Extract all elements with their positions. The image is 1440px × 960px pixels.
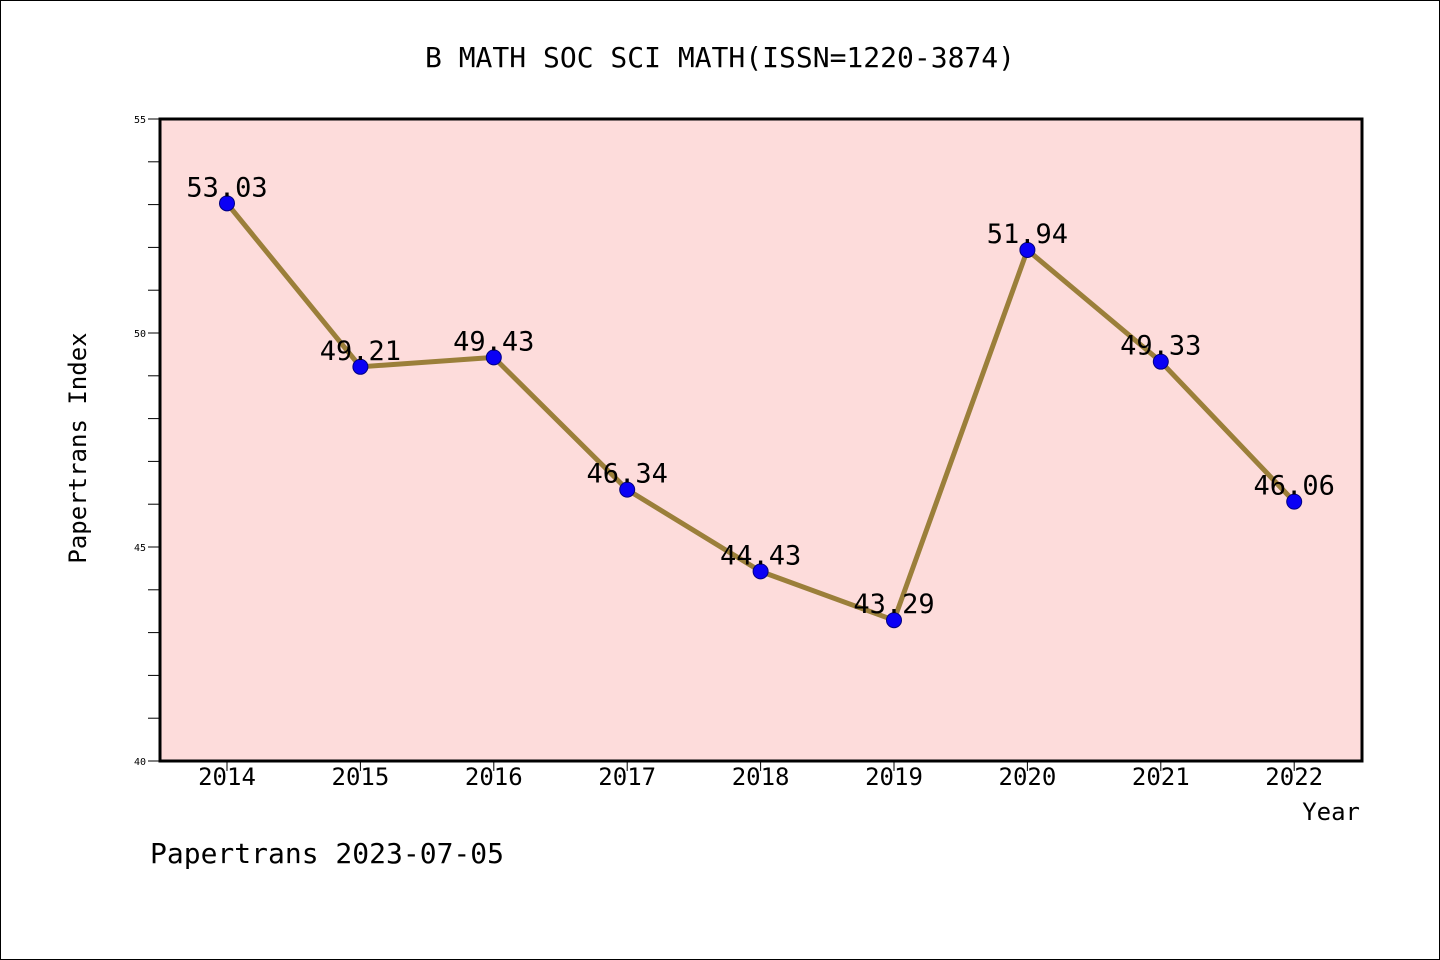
data-point xyxy=(1019,241,1036,258)
data-point xyxy=(352,358,369,375)
data-point xyxy=(752,563,769,580)
x-axis-label: Year xyxy=(1302,798,1360,826)
x-tick-label: 2021 xyxy=(1132,763,1190,791)
x-tick-label: 2020 xyxy=(999,763,1057,791)
data-point xyxy=(485,349,502,366)
data-label: 46.06 xyxy=(1254,471,1335,502)
plot-area xyxy=(158,117,1364,763)
data-point xyxy=(1286,493,1303,510)
y-tick-label: 50 xyxy=(134,329,146,340)
x-tick-label: 2019 xyxy=(865,763,923,791)
data-point xyxy=(219,195,235,212)
x-axis: 2014 2015 2016 2017 2018 2019 2020 2021 2022 xyxy=(198,762,1323,791)
footer-date: Papertrans 2023-07-05 xyxy=(150,837,504,870)
data-label: 53.03 xyxy=(186,172,267,203)
y-axis: 40 45 50 55 xyxy=(134,115,159,768)
x-tick-label: 2017 xyxy=(598,763,656,791)
chart-title: B MATH SOC SCI MATH(ISSN=1220-3874) xyxy=(425,41,1015,74)
data-point xyxy=(886,612,902,629)
data-point xyxy=(619,481,636,498)
x-tick-label: 2022 xyxy=(1265,763,1323,791)
x-tick-label: 2014 xyxy=(198,763,256,791)
data-label: 46.34 xyxy=(587,459,668,490)
data-label: 49.21 xyxy=(320,336,401,367)
x-tick-label: 2016 xyxy=(465,763,523,791)
data-label: 49.33 xyxy=(1120,331,1201,362)
data-label: 51.94 xyxy=(987,219,1068,250)
y-axis-label: Papertrans Index xyxy=(64,332,92,563)
series-markers xyxy=(219,195,1303,629)
data-label: 43.29 xyxy=(853,589,934,620)
y-tick-label: 55 xyxy=(134,115,146,126)
data-label: 44.43 xyxy=(720,540,801,571)
x-tick-label: 2015 xyxy=(332,763,390,791)
x-tick-label: 2018 xyxy=(732,763,790,791)
data-labels: 53.03 49.21 49.43 46.34 44.43 43.29 51.94 49.33… xyxy=(186,172,1334,620)
y-tick-label: 40 xyxy=(134,757,146,768)
data-label: 49.43 xyxy=(453,326,534,357)
y-tick-label: 45 xyxy=(134,543,146,554)
data-point xyxy=(1152,353,1169,370)
